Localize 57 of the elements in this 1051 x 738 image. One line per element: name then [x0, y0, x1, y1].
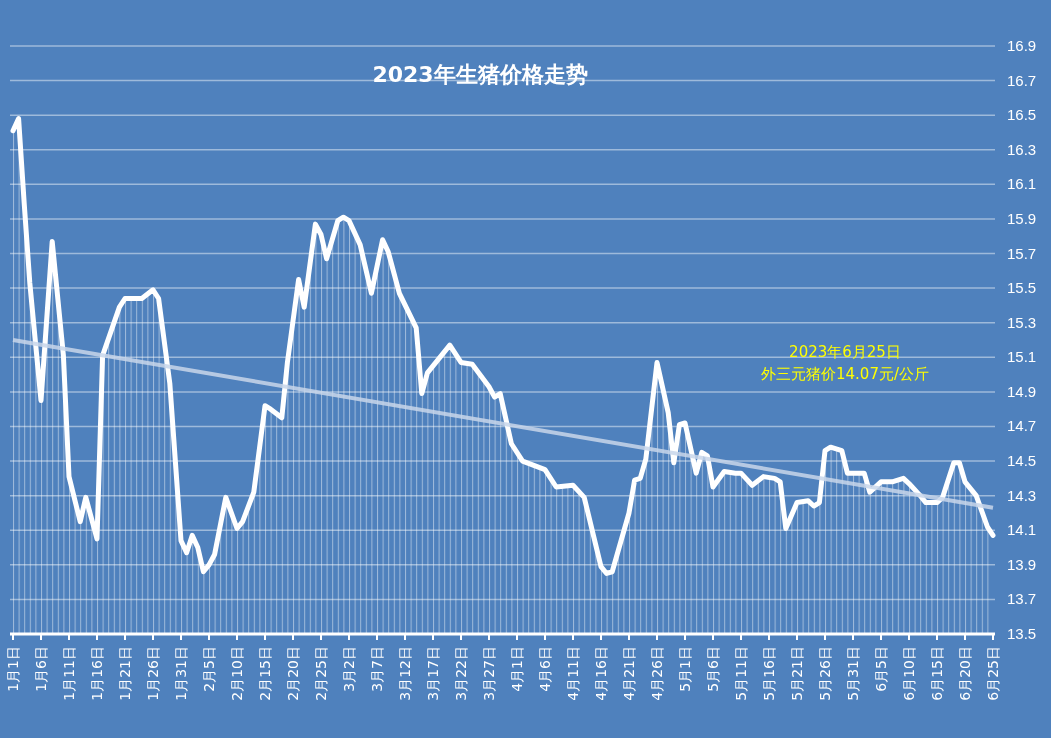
- y-tick-label: 16.7: [1007, 71, 1037, 89]
- text: 2023年生猪价格走势: [372, 62, 588, 87]
- x-tick-label: 6月10日: [901, 646, 917, 701]
- y-tick-label: 15.1: [1007, 348, 1037, 366]
- x-tick-label: 3月12日: [397, 646, 413, 701]
- y-tick-label: 14.9: [1007, 382, 1037, 400]
- y-tick-label: 16.3: [1007, 140, 1037, 158]
- x-tick-label: 1月31日: [173, 646, 189, 701]
- y-tick-label: 14.1: [1007, 521, 1037, 539]
- x-tick-label: 2月10日: [229, 646, 245, 701]
- y-tick-label: 14.3: [1007, 486, 1037, 504]
- x-tick-label: 2月5日: [201, 646, 217, 692]
- x-tick-label: 4月26日: [649, 646, 665, 701]
- x-tick-label: 1月11日: [61, 646, 77, 701]
- y-tick-label: 13.5: [1007, 625, 1037, 642]
- annotation: 2023年6月25日: [789, 343, 901, 361]
- x-tick-label: 2月20日: [285, 646, 301, 701]
- x-tick-label: 5月11日: [733, 646, 749, 701]
- x-tick-label: 5月26日: [817, 646, 833, 701]
- y-tick-label: 13.9: [1007, 555, 1037, 573]
- x-tick-label: 1月6日: [33, 646, 49, 692]
- x-tick-label: 1月1日: [5, 646, 21, 692]
- x-tick-label: 3月2日: [341, 646, 357, 692]
- x-tick-label: 1月16日: [89, 646, 105, 701]
- x-tick-label: 2月25日: [313, 646, 329, 701]
- y-tick-label: 15.3: [1007, 313, 1037, 331]
- y-tick-label: 16.9: [1007, 37, 1037, 54]
- x-tick-label: 2月15日: [257, 646, 273, 701]
- y-tick-label: 14.5: [1007, 452, 1037, 470]
- x-tick-label: 6月25日: [985, 646, 1001, 701]
- x-tick-label: 5月21日: [789, 646, 805, 701]
- x-tick-label: 3月22日: [453, 646, 469, 701]
- x-tick-label: 4月16日: [593, 646, 609, 701]
- y-tick-label: 15.9: [1007, 209, 1037, 227]
- x-tick-label: 4月11日: [565, 646, 581, 701]
- y-tick-label: 13.7: [1007, 590, 1037, 608]
- x-tick-label: 5月31日: [845, 646, 861, 701]
- x-tick-label: 1月21日: [117, 646, 133, 701]
- x-tick-label: 6月5日: [873, 646, 889, 692]
- y-tick-label: 16.5: [1007, 106, 1037, 124]
- y-tick-label: 15.5: [1007, 279, 1037, 297]
- x-tick-label: 5月16日: [761, 646, 777, 701]
- x-tick-label: 5月6日: [705, 646, 721, 692]
- x-tick-label: 4月6日: [537, 646, 553, 692]
- x-tick-label: 6月20日: [957, 646, 973, 701]
- x-tick-label: 4月1日: [509, 646, 525, 692]
- x-tick-label: 6月15日: [929, 646, 945, 701]
- annotation: 外三元猪价14.07元/公斤: [761, 365, 929, 383]
- x-tick-label: 3月17日: [425, 646, 441, 701]
- y-tick-label: 14.7: [1007, 417, 1037, 435]
- x-tick-label: 5月1日: [677, 646, 693, 692]
- x-tick-label: 4月21日: [621, 646, 637, 701]
- x-tick-label: 3月27日: [481, 646, 497, 701]
- y-tick-label: 15.7: [1007, 244, 1037, 262]
- x-tick-label: 1月26日: [145, 646, 161, 701]
- y-tick-label: 16.1: [1007, 175, 1037, 193]
- x-tick-label: 3月7日: [369, 646, 385, 692]
